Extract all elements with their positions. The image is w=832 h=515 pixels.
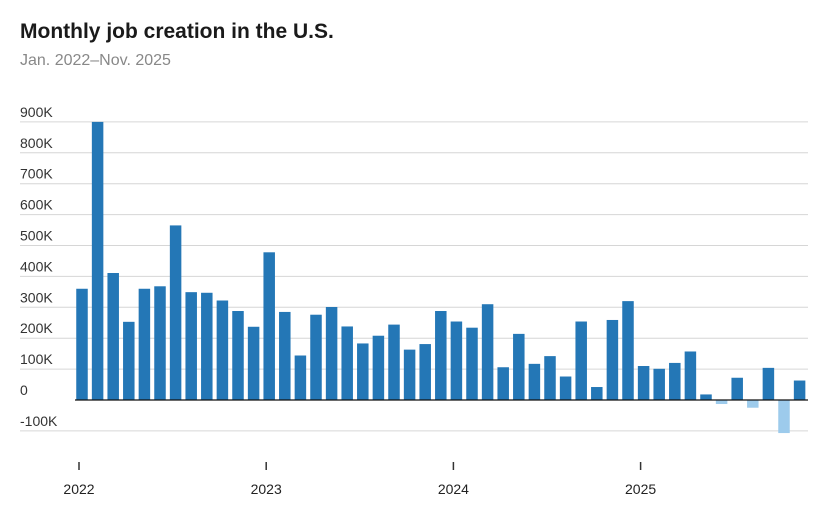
chart-title: Monthly job creation in the U.S. bbox=[20, 20, 334, 43]
y-tick-label: 100K bbox=[20, 351, 53, 367]
bar-2022-05 bbox=[138, 288, 151, 400]
bar-2025-02 bbox=[653, 368, 665, 400]
y-tick-label: 900K bbox=[20, 104, 53, 120]
y-tick-label: 200K bbox=[20, 320, 53, 336]
bar-2023-11 bbox=[419, 344, 431, 400]
bar-2022-02 bbox=[91, 121, 104, 401]
x-tick-label: 2025 bbox=[625, 481, 656, 497]
bar-2023-04 bbox=[310, 314, 322, 400]
bar-2024-10 bbox=[591, 387, 603, 400]
bar-2025-08 bbox=[747, 400, 759, 408]
bar-2022-03 bbox=[107, 273, 119, 400]
bar-2024-11 bbox=[606, 319, 619, 400]
bar-2023-12 bbox=[435, 311, 447, 400]
bar-2025-04 bbox=[684, 351, 697, 400]
bar-2025-05 bbox=[700, 394, 712, 400]
y-tick-label: -100K bbox=[20, 413, 58, 429]
chart-subtitle: Jan. 2022–Nov. 2025 bbox=[20, 52, 171, 69]
bar-2022-07 bbox=[169, 225, 182, 400]
x-tick-label: 2024 bbox=[438, 481, 469, 497]
bar-2022-06 bbox=[154, 286, 166, 400]
y-tick-label: 0 bbox=[20, 382, 28, 398]
bar-2022-01 bbox=[76, 288, 88, 400]
y-tick-label: 800K bbox=[20, 135, 53, 151]
bar-2025-03 bbox=[669, 362, 681, 400]
bar-2022-08 bbox=[185, 292, 197, 400]
bar-2024-04 bbox=[497, 367, 509, 400]
bar-2025-11 bbox=[793, 380, 806, 400]
y-tick-label: 300K bbox=[20, 289, 53, 305]
y-tick-label: 400K bbox=[20, 258, 53, 274]
y-tick-label: 700K bbox=[20, 166, 53, 182]
bar-2023-10 bbox=[403, 349, 416, 400]
bar-2024-06 bbox=[528, 363, 541, 400]
bar-2023-05 bbox=[325, 306, 338, 400]
bar-2024-07 bbox=[544, 356, 556, 400]
bar-2025-06 bbox=[715, 400, 728, 405]
bar-2023-02 bbox=[279, 311, 291, 400]
bar-2022-10 bbox=[216, 300, 229, 400]
bar-2023-03 bbox=[294, 355, 307, 400]
bar-2025-10 bbox=[778, 400, 790, 434]
bar-2023-07 bbox=[357, 343, 369, 400]
bar-2024-08 bbox=[559, 376, 572, 400]
bar-2024-12 bbox=[622, 301, 634, 400]
bar-2022-04 bbox=[123, 321, 135, 400]
bar-2024-03 bbox=[481, 304, 494, 400]
bar-2025-07 bbox=[731, 377, 743, 400]
bar-2023-01 bbox=[263, 252, 275, 400]
bar-2023-08 bbox=[372, 335, 385, 400]
x-tick-label: 2022 bbox=[63, 481, 94, 497]
bar-2024-01 bbox=[450, 321, 463, 400]
y-tick-label: 600K bbox=[20, 197, 53, 213]
bar-2024-02 bbox=[466, 327, 478, 400]
bar-2023-09 bbox=[388, 324, 400, 400]
bar-2023-06 bbox=[341, 326, 353, 400]
bar-2022-11 bbox=[232, 311, 244, 400]
bar-2024-05 bbox=[513, 333, 525, 400]
bar-2025-01 bbox=[637, 366, 650, 400]
bar-2022-12 bbox=[247, 326, 260, 400]
y-tick-label: 500K bbox=[20, 228, 53, 244]
bar-2025-09 bbox=[762, 367, 775, 400]
bar-2022-09 bbox=[201, 292, 213, 400]
x-tick-label: 2023 bbox=[251, 481, 282, 497]
bar-2024-09 bbox=[575, 321, 587, 400]
